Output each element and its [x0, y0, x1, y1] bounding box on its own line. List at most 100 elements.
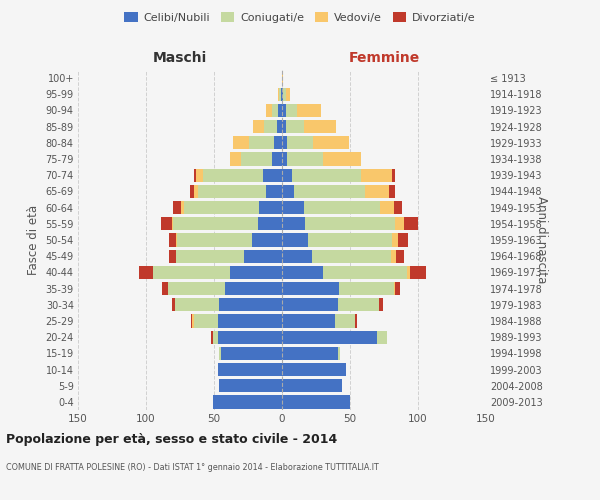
Text: COMUNE DI FRATTA POLESINE (RO) - Dati ISTAT 1° gennaio 2014 - Elaborazione TUTTI: COMUNE DI FRATTA POLESINE (RO) - Dati IS… [6, 462, 379, 471]
Bar [212, 396, 282, 408]
Bar [395, 282, 400, 295]
Bar [252, 234, 282, 246]
Bar [176, 250, 244, 263]
Bar [282, 314, 335, 328]
Bar [176, 234, 177, 246]
Bar [218, 314, 282, 328]
Bar [304, 201, 380, 214]
Bar [244, 250, 282, 263]
Bar [392, 234, 398, 246]
Bar [355, 314, 357, 328]
Bar [220, 379, 282, 392]
Bar [169, 234, 176, 246]
Bar [282, 217, 305, 230]
Bar [279, 88, 281, 101]
Bar [282, 396, 350, 408]
Bar [272, 104, 278, 117]
Bar [292, 168, 361, 182]
Bar [404, 217, 418, 230]
Bar [282, 234, 308, 246]
Bar [283, 88, 286, 101]
Bar [221, 346, 282, 360]
Bar [312, 250, 391, 263]
Bar [194, 185, 197, 198]
Bar [286, 104, 297, 117]
Bar [379, 298, 383, 312]
Bar [194, 314, 218, 328]
Bar [282, 201, 304, 214]
Bar [282, 250, 312, 263]
Bar [282, 120, 286, 134]
Bar [282, 152, 287, 166]
Bar [338, 346, 340, 360]
Bar [398, 234, 409, 246]
Text: Maschi: Maschi [153, 51, 207, 65]
Bar [394, 201, 401, 214]
Bar [281, 88, 282, 101]
Bar [230, 152, 241, 166]
Bar [282, 330, 377, 344]
Bar [259, 201, 282, 214]
Bar [294, 185, 365, 198]
Bar [194, 168, 196, 182]
Bar [220, 346, 221, 360]
Bar [380, 201, 394, 214]
Bar [212, 330, 218, 344]
Bar [233, 136, 250, 149]
Bar [282, 379, 342, 392]
Bar [338, 298, 379, 312]
Bar [278, 104, 282, 117]
Bar [305, 217, 395, 230]
Bar [282, 88, 283, 101]
Bar [161, 217, 172, 230]
Bar [282, 168, 292, 182]
Bar [323, 266, 407, 279]
Bar [169, 250, 176, 263]
Bar [391, 250, 396, 263]
Bar [282, 298, 338, 312]
Bar [282, 282, 339, 295]
Bar [274, 136, 282, 149]
Bar [287, 152, 323, 166]
Bar [304, 120, 337, 134]
Bar [266, 185, 282, 198]
Bar [173, 201, 181, 214]
Bar [286, 88, 290, 101]
Bar [308, 234, 392, 246]
Bar [335, 314, 355, 328]
Bar [282, 136, 287, 149]
Bar [278, 88, 279, 101]
Bar [313, 136, 349, 149]
Bar [394, 282, 395, 295]
Bar [396, 250, 404, 263]
Bar [211, 330, 212, 344]
Bar [263, 168, 282, 182]
Bar [282, 346, 338, 360]
Bar [172, 298, 175, 312]
Bar [220, 298, 282, 312]
Bar [395, 217, 404, 230]
Bar [203, 168, 263, 182]
Bar [282, 363, 346, 376]
Bar [190, 185, 194, 198]
Bar [389, 185, 395, 198]
Bar [139, 266, 153, 279]
Bar [282, 72, 283, 85]
Y-axis label: Anni di nascita: Anni di nascita [535, 196, 548, 284]
Bar [286, 120, 304, 134]
Bar [323, 152, 361, 166]
Bar [266, 104, 272, 117]
Bar [181, 201, 184, 214]
Bar [277, 120, 282, 134]
Bar [173, 217, 257, 230]
Bar [230, 266, 282, 279]
Bar [265, 120, 277, 134]
Bar [253, 120, 265, 134]
Bar [339, 282, 394, 295]
Bar [297, 104, 322, 117]
Bar [175, 298, 220, 312]
Text: Popolazione per età, sesso e stato civile - 2014: Popolazione per età, sesso e stato civil… [6, 432, 337, 446]
Bar [377, 330, 387, 344]
Bar [218, 330, 282, 344]
Bar [282, 104, 286, 117]
